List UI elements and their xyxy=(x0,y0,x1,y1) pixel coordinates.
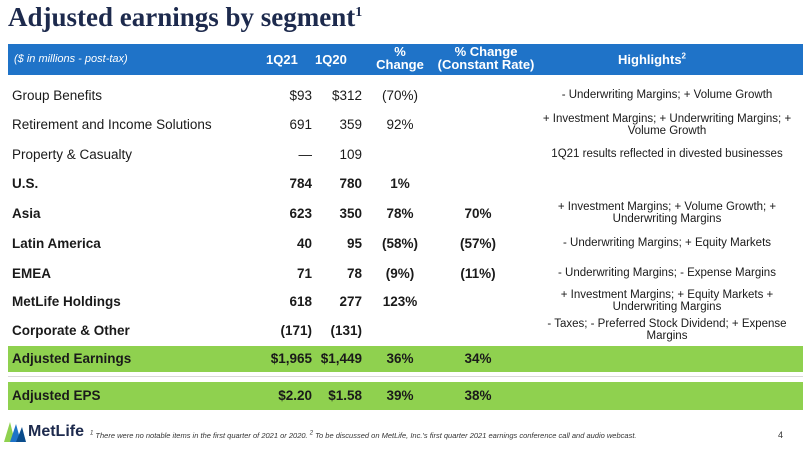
table-row: EMEA 71 78 (9%) (11%) - Underwriting Mar… xyxy=(12,266,776,281)
table-row: Latin America 40 95 (58%) (57%) - Underw… xyxy=(12,236,772,251)
divider xyxy=(8,376,803,377)
table-row: Retirement and Income Solutions 691 359 … xyxy=(12,113,792,137)
table-row: U.S. 784 780 1% xyxy=(12,176,410,191)
units-label: ($ in millions - post-tax) xyxy=(14,53,128,65)
table-header: ($ in millions - post-tax) 1Q21 1Q20 % Ch… xyxy=(8,44,803,75)
col-1q21: 1Q21 xyxy=(266,52,298,67)
table-row: Asia 623 350 78% 70% + Investment Margin… xyxy=(12,201,777,225)
table-row: Corporate & Other (171) (131) - Taxes; -… xyxy=(12,318,787,342)
table-row: Group Benefits $93 $312 (70%) - Underwri… xyxy=(12,88,773,103)
total-row-adjusted-earnings: Adjusted Earnings $1,965 $1,449 36% 34% xyxy=(8,346,803,372)
page-title: Adjusted earnings by segment1 xyxy=(8,2,363,32)
metlife-logo-icon xyxy=(4,422,26,442)
col-highlights: Highlights2 xyxy=(618,51,686,67)
total-row-adjusted-eps: Adjusted EPS $2.20 $1.58 39% 38% xyxy=(8,382,803,410)
table-row: MetLife Holdings 618 277 123% + Investme… xyxy=(12,289,774,313)
brand-logo-text: MetLife xyxy=(28,423,84,440)
footnotes: 1 There were no notable items in the fir… xyxy=(90,430,637,441)
col-pct-change: % Change xyxy=(376,44,424,72)
col-1q20: 1Q20 xyxy=(315,52,347,67)
col-pct-change-constant: % Change (Constant Rate) xyxy=(437,44,535,72)
page-number: 4 xyxy=(778,430,784,440)
table-row: Property & Casualty — 109 1Q21 results r… xyxy=(12,147,783,162)
